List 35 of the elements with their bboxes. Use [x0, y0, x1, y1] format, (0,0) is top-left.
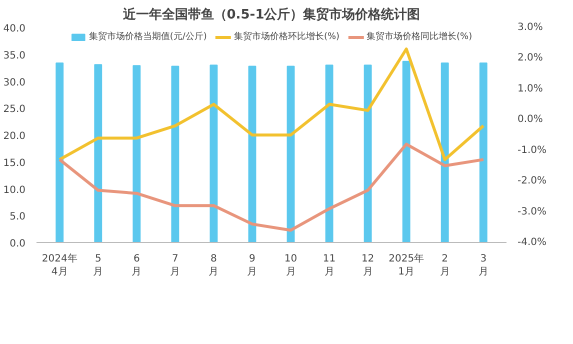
y2-tick-label: 2.0% — [518, 52, 543, 64]
y-tick-label: 25.0 — [3, 104, 26, 116]
y-tick-label: 10.0 — [3, 184, 26, 196]
x-tick-label: 7 月 — [170, 254, 180, 278]
x-tick-label: 10 月 — [284, 254, 298, 278]
x-tick-label: 3 月 — [478, 254, 488, 278]
y2-tick-label: -3.0% — [518, 206, 547, 218]
y-tick-label: 15.0 — [3, 158, 26, 169]
y2-tick-label: 0.0% — [518, 114, 543, 126]
y-tick-label: 0.0 — [10, 238, 26, 250]
y-tick-label: 40.0 — [3, 24, 26, 34]
y-tick-label: 35.0 — [3, 50, 26, 62]
legend-label: 集贸市场价格当期值(元/公斤) — [88, 30, 207, 43]
chart-title: 近一年全国带鱼（0.5-1公斤）集贸市场价格统计图 — [122, 6, 420, 22]
y2-tick-label: -1.0% — [518, 144, 547, 156]
x-tick-label: 12 月 — [361, 254, 374, 278]
x-tick-label: 2025年 1月 — [388, 252, 424, 278]
y-tick-label: 5.0 — [10, 212, 26, 223]
line-series — [58, 48, 485, 162]
x-tick-label: 11 月 — [322, 254, 336, 278]
legend-label: 集贸市场价格同比增长(%) — [366, 30, 472, 43]
y2-tick-label: 3.0% — [518, 22, 543, 33]
x-tick-label: 9 月 — [247, 254, 258, 278]
y-tick-label: 30.0 — [3, 77, 26, 88]
x-tick-label: 2024年 4月 — [42, 252, 78, 278]
y2-tick-label: 1.0% — [518, 83, 543, 94]
legend-label: 集贸市场价格环比增长(%) — [234, 30, 340, 43]
y2-tick-label: -2.0% — [518, 176, 547, 187]
y-tick-label: 20.0 — [3, 131, 26, 142]
x-tick-label: 5 月 — [93, 254, 104, 278]
line-series — [58, 142, 485, 232]
y2-tick-label: -4.0% — [518, 237, 547, 248]
x-tick-label: 6 月 — [132, 254, 142, 278]
x-tick-label: 2 月 — [440, 254, 450, 278]
x-tick-label: 8 月 — [208, 254, 219, 278]
